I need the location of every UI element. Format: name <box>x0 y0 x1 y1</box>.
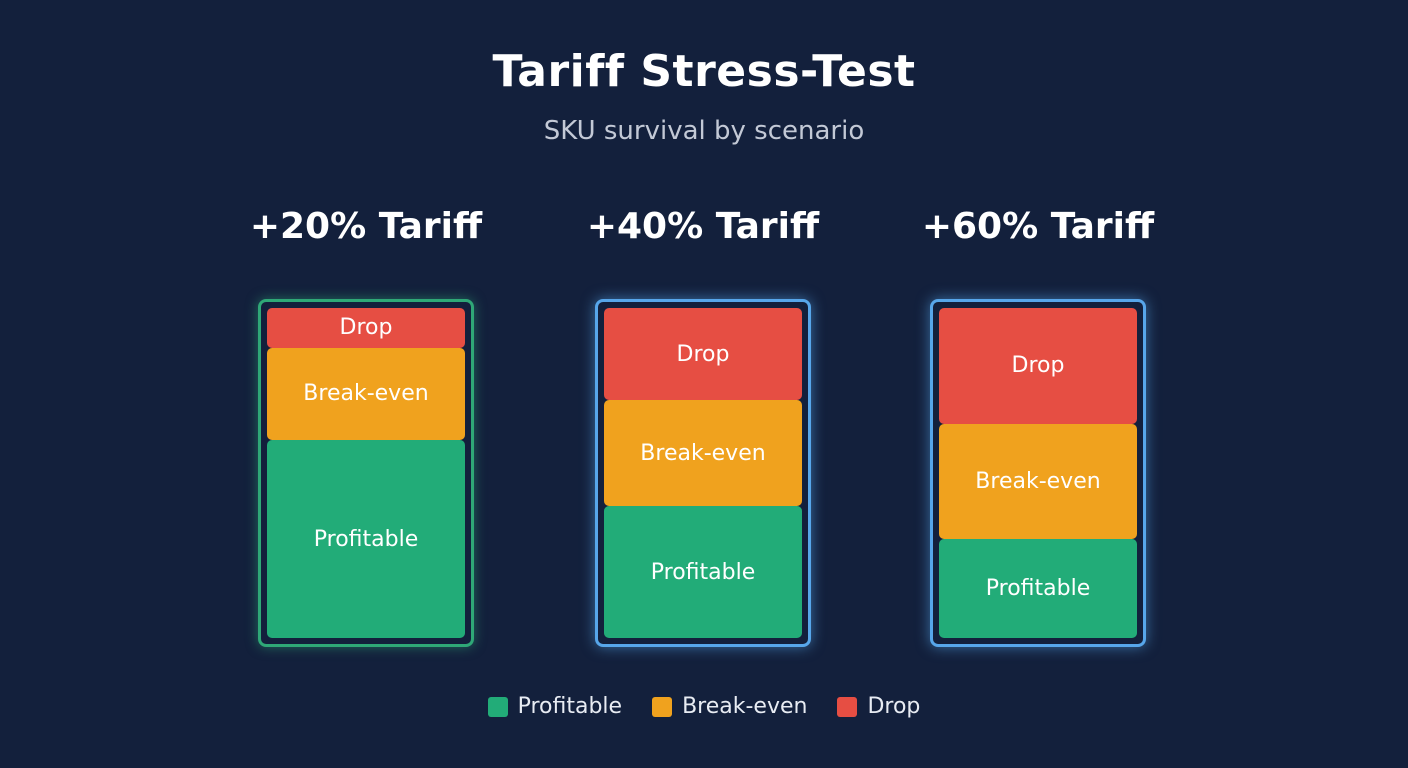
bar-segment-profitable-40-tariff: Profitable <box>604 506 802 638</box>
bar-segment-profitable-20-tariff: Profitable <box>267 440 465 638</box>
bar-segment-label: Drop <box>1011 353 1065 379</box>
scenario-label-40-tariff: +40% Tariff <box>586 206 820 247</box>
legend-item-break-even: Break-even <box>652 694 807 719</box>
chart-legend: Profitable Break-even Drop <box>0 694 1408 719</box>
bar-segment-label: Profitable <box>985 576 1091 601</box>
bar-segment-profitable-60-tariff: Profitable <box>939 539 1137 638</box>
bar-segment-label: Break-even <box>303 381 429 407</box>
legend-swatch-drop <box>837 696 858 717</box>
chart-title: Tariff Stress-Test <box>492 46 916 97</box>
bar-segment-drop-20-tariff: Drop <box>267 308 465 348</box>
legend-label-drop: Drop <box>867 694 921 719</box>
bar-segment-drop-60-tariff: Drop <box>939 308 1137 424</box>
legend-item-profitable: Profitable <box>487 694 623 719</box>
scenario-label-60-tariff: +60% Tariff <box>921 206 1155 247</box>
chart-subtitle: SKU survival by scenario <box>543 116 865 146</box>
bar-segment-label: Profitable <box>650 559 756 585</box>
bar-segment-label: Drop <box>339 315 393 341</box>
legend-swatch-profitable <box>487 696 508 717</box>
bar-frame-20-tariff <box>258 299 474 647</box>
bar-segment-label: Break-even <box>640 440 766 466</box>
bar-frame-60-tariff <box>930 299 1146 647</box>
bar-segment-label: Profitable <box>313 526 419 552</box>
bar-segment-break-even-60-tariff: Break-even <box>939 423 1137 539</box>
bar-frame-40-tariff <box>595 299 811 647</box>
bar-segment-label: Break-even <box>975 468 1101 494</box>
legend-label-profitable: Profitable <box>517 694 623 719</box>
scenario-label-20-tariff: +20% Tariff <box>249 206 483 247</box>
legend-label-break-even: Break-even <box>682 694 808 719</box>
bar-segment-label: Drop <box>676 341 730 367</box>
bar-segment-break-even-40-tariff: Break-even <box>604 400 802 506</box>
bar-segment-drop-40-tariff: Drop <box>604 308 802 401</box>
legend-item-drop: Drop <box>837 694 920 719</box>
bar-segment-break-even-20-tariff: Break-even <box>267 347 465 440</box>
legend-swatch-break-even <box>652 696 673 717</box>
